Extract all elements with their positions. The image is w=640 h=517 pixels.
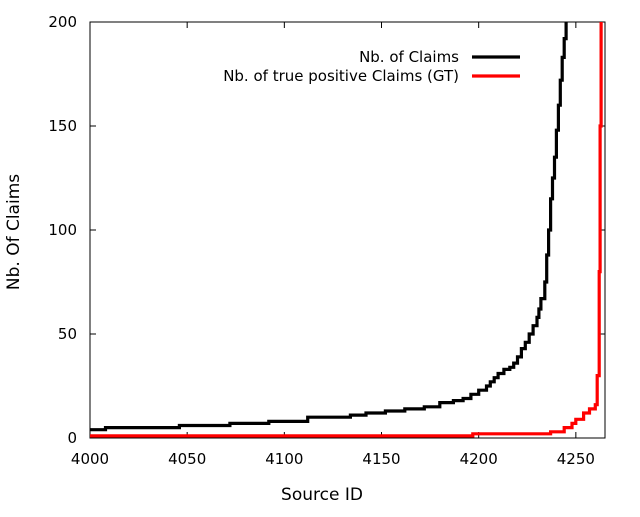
y-tick-label: 100 xyxy=(48,221,77,239)
x-tick-label: 4000 xyxy=(71,450,109,468)
y-tick-label: 0 xyxy=(67,429,77,447)
x-tick-label: 4200 xyxy=(460,450,498,468)
y-axis-title: Nb. Of Claims xyxy=(4,174,24,290)
x-tick-label: 4050 xyxy=(168,450,206,468)
x-tick-label: 4250 xyxy=(557,450,595,468)
x-tick-label: 4100 xyxy=(265,450,303,468)
series-line-1 xyxy=(90,22,568,432)
legend-label: Nb. of true positive Claims (GT) xyxy=(223,67,459,85)
y-tick-label: 200 xyxy=(48,13,77,31)
y-tick-label: 50 xyxy=(58,325,77,343)
x-axis-title: Source ID xyxy=(281,485,363,505)
series-layer xyxy=(90,22,603,438)
x-tick-label: 4150 xyxy=(362,450,400,468)
axes-layer: 4000 4050 4100 4150 4200 4250 0 50 100 150 200 xyxy=(48,13,606,468)
y-tick-label: 150 xyxy=(48,117,77,135)
legend-label: Nb. of Claims xyxy=(359,48,459,66)
series-line-2 xyxy=(90,22,603,438)
